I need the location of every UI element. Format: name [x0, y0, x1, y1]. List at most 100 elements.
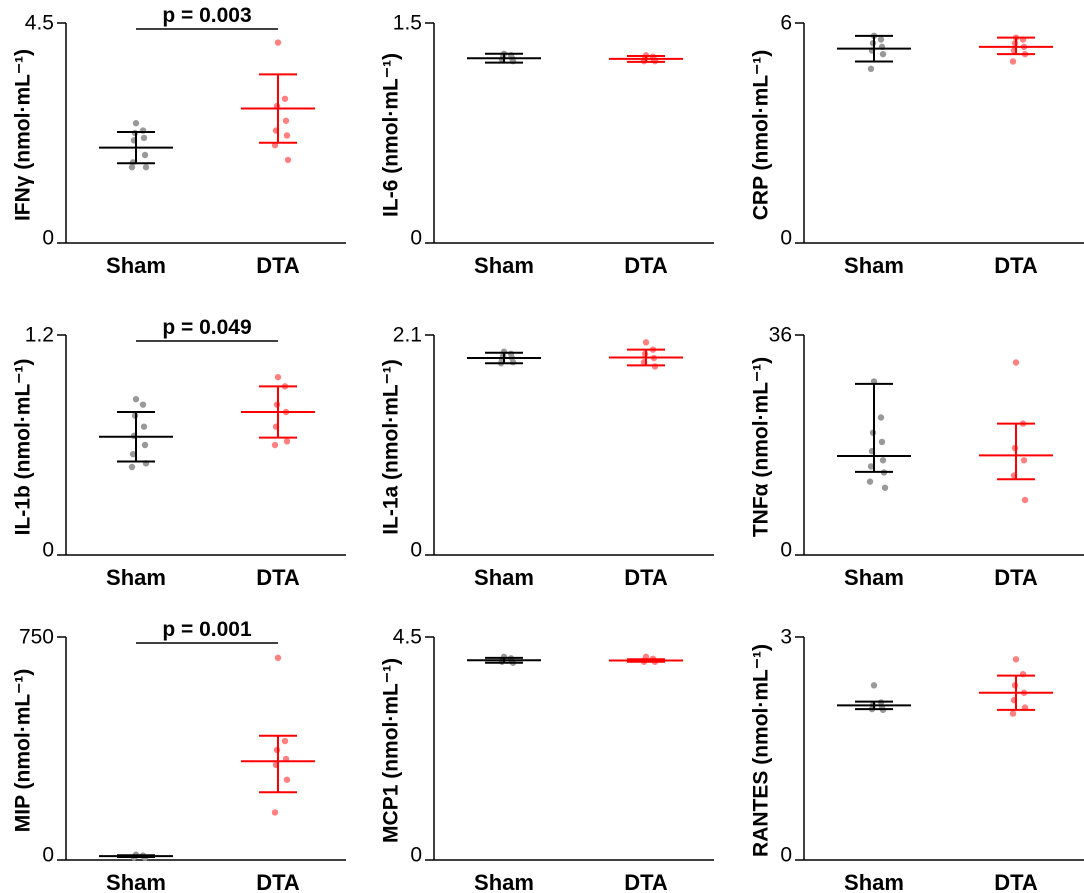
data-point [142, 164, 150, 171]
data-point [132, 120, 140, 127]
chart-panel: 750 0 MIP (nmol·mL⁻¹) Sham DTA p = 0.001 [12, 618, 346, 893]
data-point [879, 50, 887, 58]
data-point [1012, 359, 1020, 366]
data-point [867, 65, 875, 73]
data-point [283, 438, 291, 445]
data-point [282, 117, 290, 124]
chart-panel: 4.5 0 MCP1 (nmol·mL⁻¹) Sham DTA [380, 626, 714, 893]
y-tick-label: 36 [769, 324, 792, 347]
data-point [1012, 656, 1020, 663]
chart-panel: 6 0 CRP (nmol·mL⁻¹) Sham DTA [750, 12, 1084, 278]
data-point [879, 457, 887, 464]
data-point [283, 776, 291, 783]
p-value-label: p = 0.003 [162, 4, 251, 27]
y-tick-label: 0 [42, 844, 54, 867]
data-point [870, 682, 878, 689]
x-category-label: DTA [994, 253, 1038, 278]
data-point [274, 654, 282, 662]
y-tick-label: 0 [410, 539, 422, 562]
data-point [281, 95, 289, 102]
y-tick-label: 4.5 [393, 626, 422, 649]
y-tick-label: 3 [780, 626, 792, 649]
data-point [281, 737, 289, 745]
y-tick-label: 0 [42, 539, 54, 562]
y-tick-label: 1.2 [25, 324, 54, 347]
x-category-label: Sham [844, 253, 904, 278]
y-tick-label: 0 [780, 844, 792, 867]
y-tick-label: 0 [42, 227, 54, 250]
data-point [128, 164, 136, 171]
data-point [651, 363, 659, 370]
x-category-label: Sham [106, 253, 166, 278]
chart-panel: 1.5 0 IL-6 (nmol·mL⁻¹) Sham DTA [380, 12, 714, 278]
x-category-label: Sham [474, 565, 534, 590]
data-point [867, 463, 875, 470]
y-axis-label: RANTES (nmol·mL⁻¹) [750, 644, 773, 857]
data-point [866, 478, 874, 485]
x-category-label: Sham [844, 565, 904, 590]
y-tick-label: 750 [19, 626, 54, 649]
data-point [284, 156, 292, 164]
data-point [128, 463, 136, 471]
data-point [642, 339, 650, 346]
data-point [141, 151, 149, 159]
data-point [877, 36, 885, 43]
y-tick-label: 6 [780, 12, 792, 35]
data-point [878, 438, 886, 446]
chart-panel: 36 0 TNFα (nmol·mL⁻¹) Sham DTA [750, 324, 1084, 590]
chart-panel: 3 0 RANTES (nmol·mL⁻¹) Sham DTA [750, 626, 1084, 893]
y-tick-label: 0 [780, 227, 792, 250]
x-category-label: DTA [256, 565, 300, 590]
y-tick-label: 4.5 [25, 12, 54, 35]
data-point [1009, 58, 1017, 65]
data-point [140, 134, 148, 142]
y-axis-label: CRP (nmol·mL⁻¹) [750, 50, 773, 221]
x-category-label: DTA [624, 870, 668, 893]
chart-panel: 2.1 0 IL-1a (nmol·mL⁻¹) Sham DTA [380, 324, 714, 590]
data-point [129, 450, 137, 458]
y-axis-label: IL-1b (nmol·mL⁻¹) [12, 359, 35, 536]
data-point [274, 373, 282, 381]
p-value-label: p = 0.049 [162, 316, 251, 339]
x-category-label: Sham [106, 870, 166, 893]
data-point [509, 359, 517, 366]
y-tick-label: 0 [410, 227, 422, 250]
x-category-label: DTA [624, 565, 668, 590]
x-category-label: DTA [994, 870, 1038, 893]
y-tick-label: 1.5 [393, 12, 422, 35]
data-point [271, 809, 279, 816]
data-point [877, 414, 885, 421]
data-point [1020, 457, 1028, 464]
x-category-label: DTA [994, 565, 1038, 590]
x-category-label: DTA [256, 870, 300, 893]
y-tick-label: 0 [410, 844, 422, 867]
data-point [132, 395, 140, 403]
chart-panel: 1.2 0 IL-1b (nmol·mL⁻¹) Sham DTA p = 0.049 [12, 316, 346, 590]
data-point [271, 441, 279, 449]
data-point [881, 484, 889, 491]
y-axis-label: IL-1a (nmol·mL⁻¹) [380, 359, 403, 535]
x-category-label: Sham [106, 565, 166, 590]
data-point [274, 39, 282, 46]
data-point [283, 132, 291, 139]
data-point [1009, 710, 1017, 717]
x-category-label: DTA [624, 253, 668, 278]
x-category-label: Sham [474, 253, 534, 278]
data-point [1021, 496, 1029, 504]
y-axis-label: TNFα (nmol·mL⁻¹) [750, 357, 773, 537]
x-category-label: DTA [256, 253, 300, 278]
x-category-label: Sham [844, 870, 904, 893]
y-axis-label: MIP (nmol·mL⁻¹) [12, 669, 35, 833]
x-category-label: Sham [474, 870, 534, 893]
data-point [139, 401, 147, 408]
data-point [141, 441, 149, 449]
y-tick-label: 0 [780, 539, 792, 562]
data-point [140, 423, 148, 430]
chart-panel: 4.5 0 IFNγ (nmol·mL⁻¹) Sham DTA p = 0.003 [12, 4, 346, 278]
y-axis-label: MCP1 (nmol·mL⁻¹) [380, 658, 403, 843]
y-axis-label: IL-6 (nmol·mL⁻¹) [380, 53, 403, 217]
y-tick-label: 2.1 [393, 324, 422, 347]
p-value-label: p = 0.001 [162, 618, 252, 641]
y-axis-label: IFNγ (nmol·mL⁻¹) [12, 49, 35, 221]
